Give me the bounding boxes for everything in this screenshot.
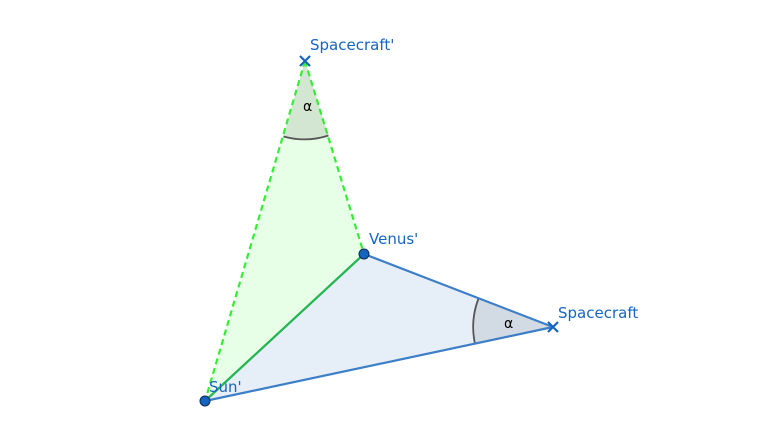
label-spacecraft-prime: Spacecraft' [310,36,394,54]
angle-sector-top [283,61,329,140]
point-venus-prime[interactable] [358,248,370,260]
green-triangle-fill [205,61,364,401]
edge-spacecraftprime-venus [303,60,366,255]
angle-sector-right [473,298,553,344]
edge-sun-venus-green [204,253,365,402]
point-spacecraft-prime[interactable] [299,55,311,67]
angle-label-top: α [303,99,312,115]
label-spacecraft: Spacecraft [558,304,638,322]
angle-label-right: α [504,316,513,332]
edge-venus-spacecraft [363,252,554,329]
point-spacecraft[interactable] [547,321,559,333]
point-sun-prime[interactable] [199,395,211,407]
label-sun-prime: Sun' [209,378,242,396]
label-venus-prime: Venus' [369,230,418,248]
blue-triangle-fill [205,254,553,401]
angle-arc-right [472,298,480,345]
angle-arc-top [283,134,329,141]
edge-sun-spacecraft [204,325,554,403]
edge-spacecraftprime-sun [203,60,307,402]
